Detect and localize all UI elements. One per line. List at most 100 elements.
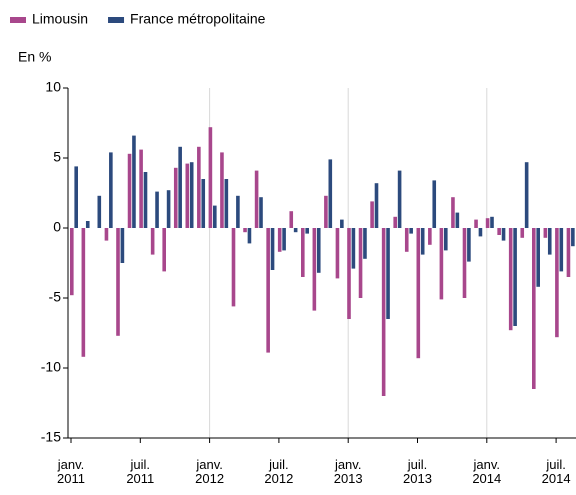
bar (247, 228, 252, 244)
bar (520, 228, 525, 238)
bar (386, 228, 390, 319)
bar (224, 179, 229, 228)
bar (428, 228, 432, 245)
bar (197, 146, 201, 228)
bar (143, 172, 148, 228)
x-tick-label: janv. 2012 (195, 457, 225, 486)
bar (328, 159, 333, 228)
bar (81, 228, 86, 357)
bar (363, 228, 367, 259)
bar (340, 219, 344, 228)
y-tick-label: -10 (41, 359, 61, 375)
x-tick-label: janv. 2011 (57, 457, 85, 486)
bar (316, 228, 321, 273)
bar (243, 228, 247, 233)
bar (324, 195, 328, 228)
bar (236, 195, 240, 228)
bar (74, 166, 78, 228)
legend-swatch (108, 17, 125, 23)
y-tick-label: -15 (41, 429, 61, 445)
bar (547, 228, 552, 255)
bar (201, 179, 206, 228)
bar (451, 197, 455, 228)
bar (150, 228, 155, 255)
bar (404, 228, 409, 252)
bar (259, 197, 263, 228)
bar (270, 228, 275, 270)
bar (185, 163, 190, 228)
bar (312, 228, 317, 311)
bar (393, 216, 397, 228)
bar (109, 152, 113, 228)
bar (566, 228, 571, 277)
bar (139, 149, 143, 228)
bar (536, 228, 540, 287)
bar (444, 228, 448, 251)
bar (220, 152, 224, 228)
bar (543, 228, 548, 238)
y-tick-label: -5 (49, 289, 62, 305)
x-tick-label: juil. 2013 (403, 457, 432, 486)
bar (490, 216, 494, 228)
y-tick-label: 0 (53, 219, 61, 235)
bar (397, 170, 402, 228)
bar (432, 180, 437, 228)
bar (301, 228, 305, 277)
bar (116, 228, 120, 336)
bar (213, 205, 217, 228)
bar (97, 195, 102, 228)
legend-swatch (10, 17, 26, 23)
bar (455, 212, 460, 228)
bar (335, 228, 340, 279)
bar (254, 170, 259, 228)
bar (305, 228, 309, 234)
bar (104, 228, 109, 241)
bar (155, 191, 159, 228)
bar (266, 228, 270, 353)
bar (478, 228, 483, 237)
bar (497, 228, 501, 235)
bar (132, 135, 136, 228)
bar (277, 228, 282, 252)
bar (127, 153, 132, 228)
bar (347, 228, 351, 319)
bar (532, 228, 536, 389)
bar (173, 167, 178, 228)
bar (467, 228, 471, 262)
bar (474, 219, 478, 228)
bar (208, 127, 213, 228)
bar (374, 183, 379, 228)
bar (370, 201, 374, 228)
bar (189, 162, 194, 228)
bar (555, 228, 559, 338)
x-tick-label: juil. 2012 (264, 457, 294, 486)
bar (70, 228, 74, 296)
bar (178, 146, 182, 228)
bar (231, 228, 236, 307)
bar (416, 228, 421, 359)
bar (282, 228, 286, 251)
y-tick-label: 5 (53, 149, 61, 165)
x-tick-label: juil. 2014 (541, 457, 571, 486)
bar (381, 228, 386, 396)
bar (501, 228, 506, 241)
y-axis-title: En % (18, 49, 51, 65)
legend-label: Limousin (32, 11, 88, 27)
bar (289, 211, 294, 228)
bar (358, 228, 363, 298)
bar (559, 228, 564, 272)
bar (524, 162, 529, 228)
bar (166, 190, 171, 228)
bar (462, 228, 467, 298)
bar (120, 228, 125, 263)
y-tick-label: 10 (45, 79, 61, 95)
x-tick-label: juil. 2011 (126, 457, 155, 486)
bar (513, 228, 517, 326)
bar (420, 228, 425, 255)
bar (351, 228, 356, 269)
x-tick-label: janv. 2014 (472, 457, 502, 486)
bar (571, 228, 575, 247)
bar (508, 228, 513, 331)
